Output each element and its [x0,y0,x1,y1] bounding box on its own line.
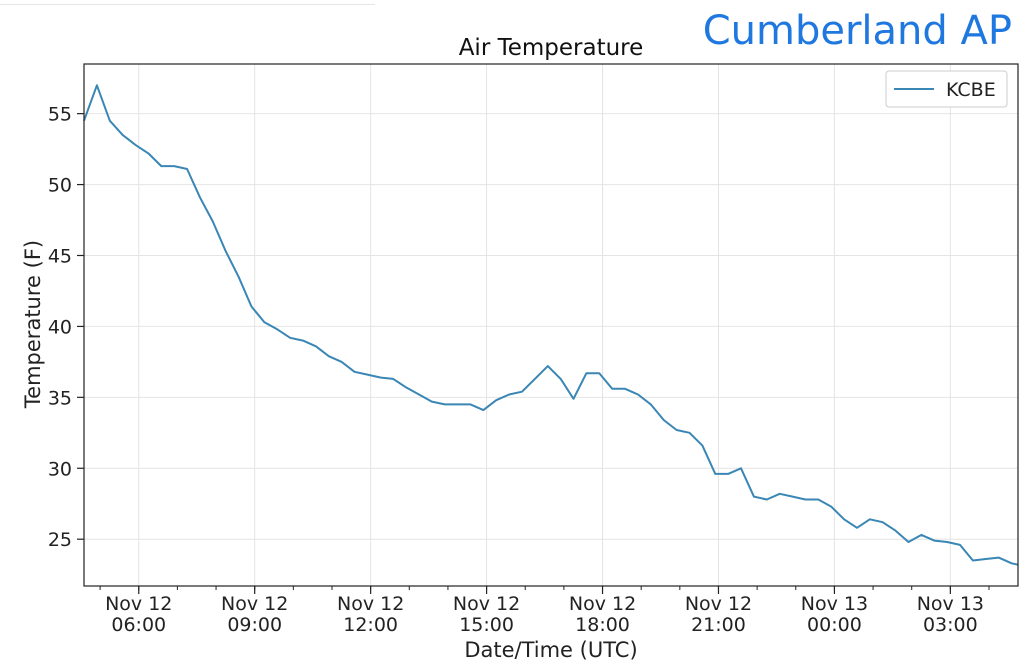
x-axis-label: Date/Time (UTC) [464,638,637,662]
series-layer [83,84,1019,566]
chart-title: Air Temperature [459,35,644,61]
y-tick-label: 40 [48,316,72,338]
y-axis-ticks: 25 30 35 40 45 50 55 [48,104,84,551]
x-tick-label-time: 15:00 [459,614,514,636]
x-tick-label-date: Nov 12 [453,593,520,615]
y-tick-label: 30 [48,458,72,480]
x-tick-label-time: 18:00 [575,614,630,636]
x-tick-label-time: 09:00 [227,614,282,636]
y-tick-label: 25 [48,529,72,551]
legend: KCBE [885,70,1008,108]
x-tick-label-date: Nov 12 [685,593,752,615]
y-tick-label: 45 [48,245,72,267]
grid [84,64,1018,586]
x-tick-label-date: Nov 12 [221,593,288,615]
legend-label-kcbe: KCBE [946,79,996,101]
series-line-kcbe [83,84,1019,566]
plot-frame [83,63,1019,587]
x-tick-label-time: 00:00 [807,614,862,636]
x-tick-label-time: 21:00 [691,614,746,636]
x-tick-label-time: 12:00 [343,614,398,636]
legend-box [885,70,1008,108]
y-tick-label: 35 [48,387,72,409]
x-tick-label-date: Nov 13 [801,593,868,615]
y-tick-label: 50 [48,175,72,197]
x-tick-label-date: Nov 13 [917,593,984,615]
y-tick-label: 55 [48,104,72,126]
site-title: Cumberland AP [702,8,1012,54]
x-tick-label-time: 03:00 [923,614,978,636]
x-tick-label-date: Nov 12 [105,593,172,615]
x-tick-label-date: Nov 12 [337,593,404,615]
x-tick-label-time: 06:00 [111,614,166,636]
x-tick-label-date: Nov 12 [569,593,636,615]
top-divider [0,4,375,5]
y-axis-label: Temperature (F) [21,240,45,409]
